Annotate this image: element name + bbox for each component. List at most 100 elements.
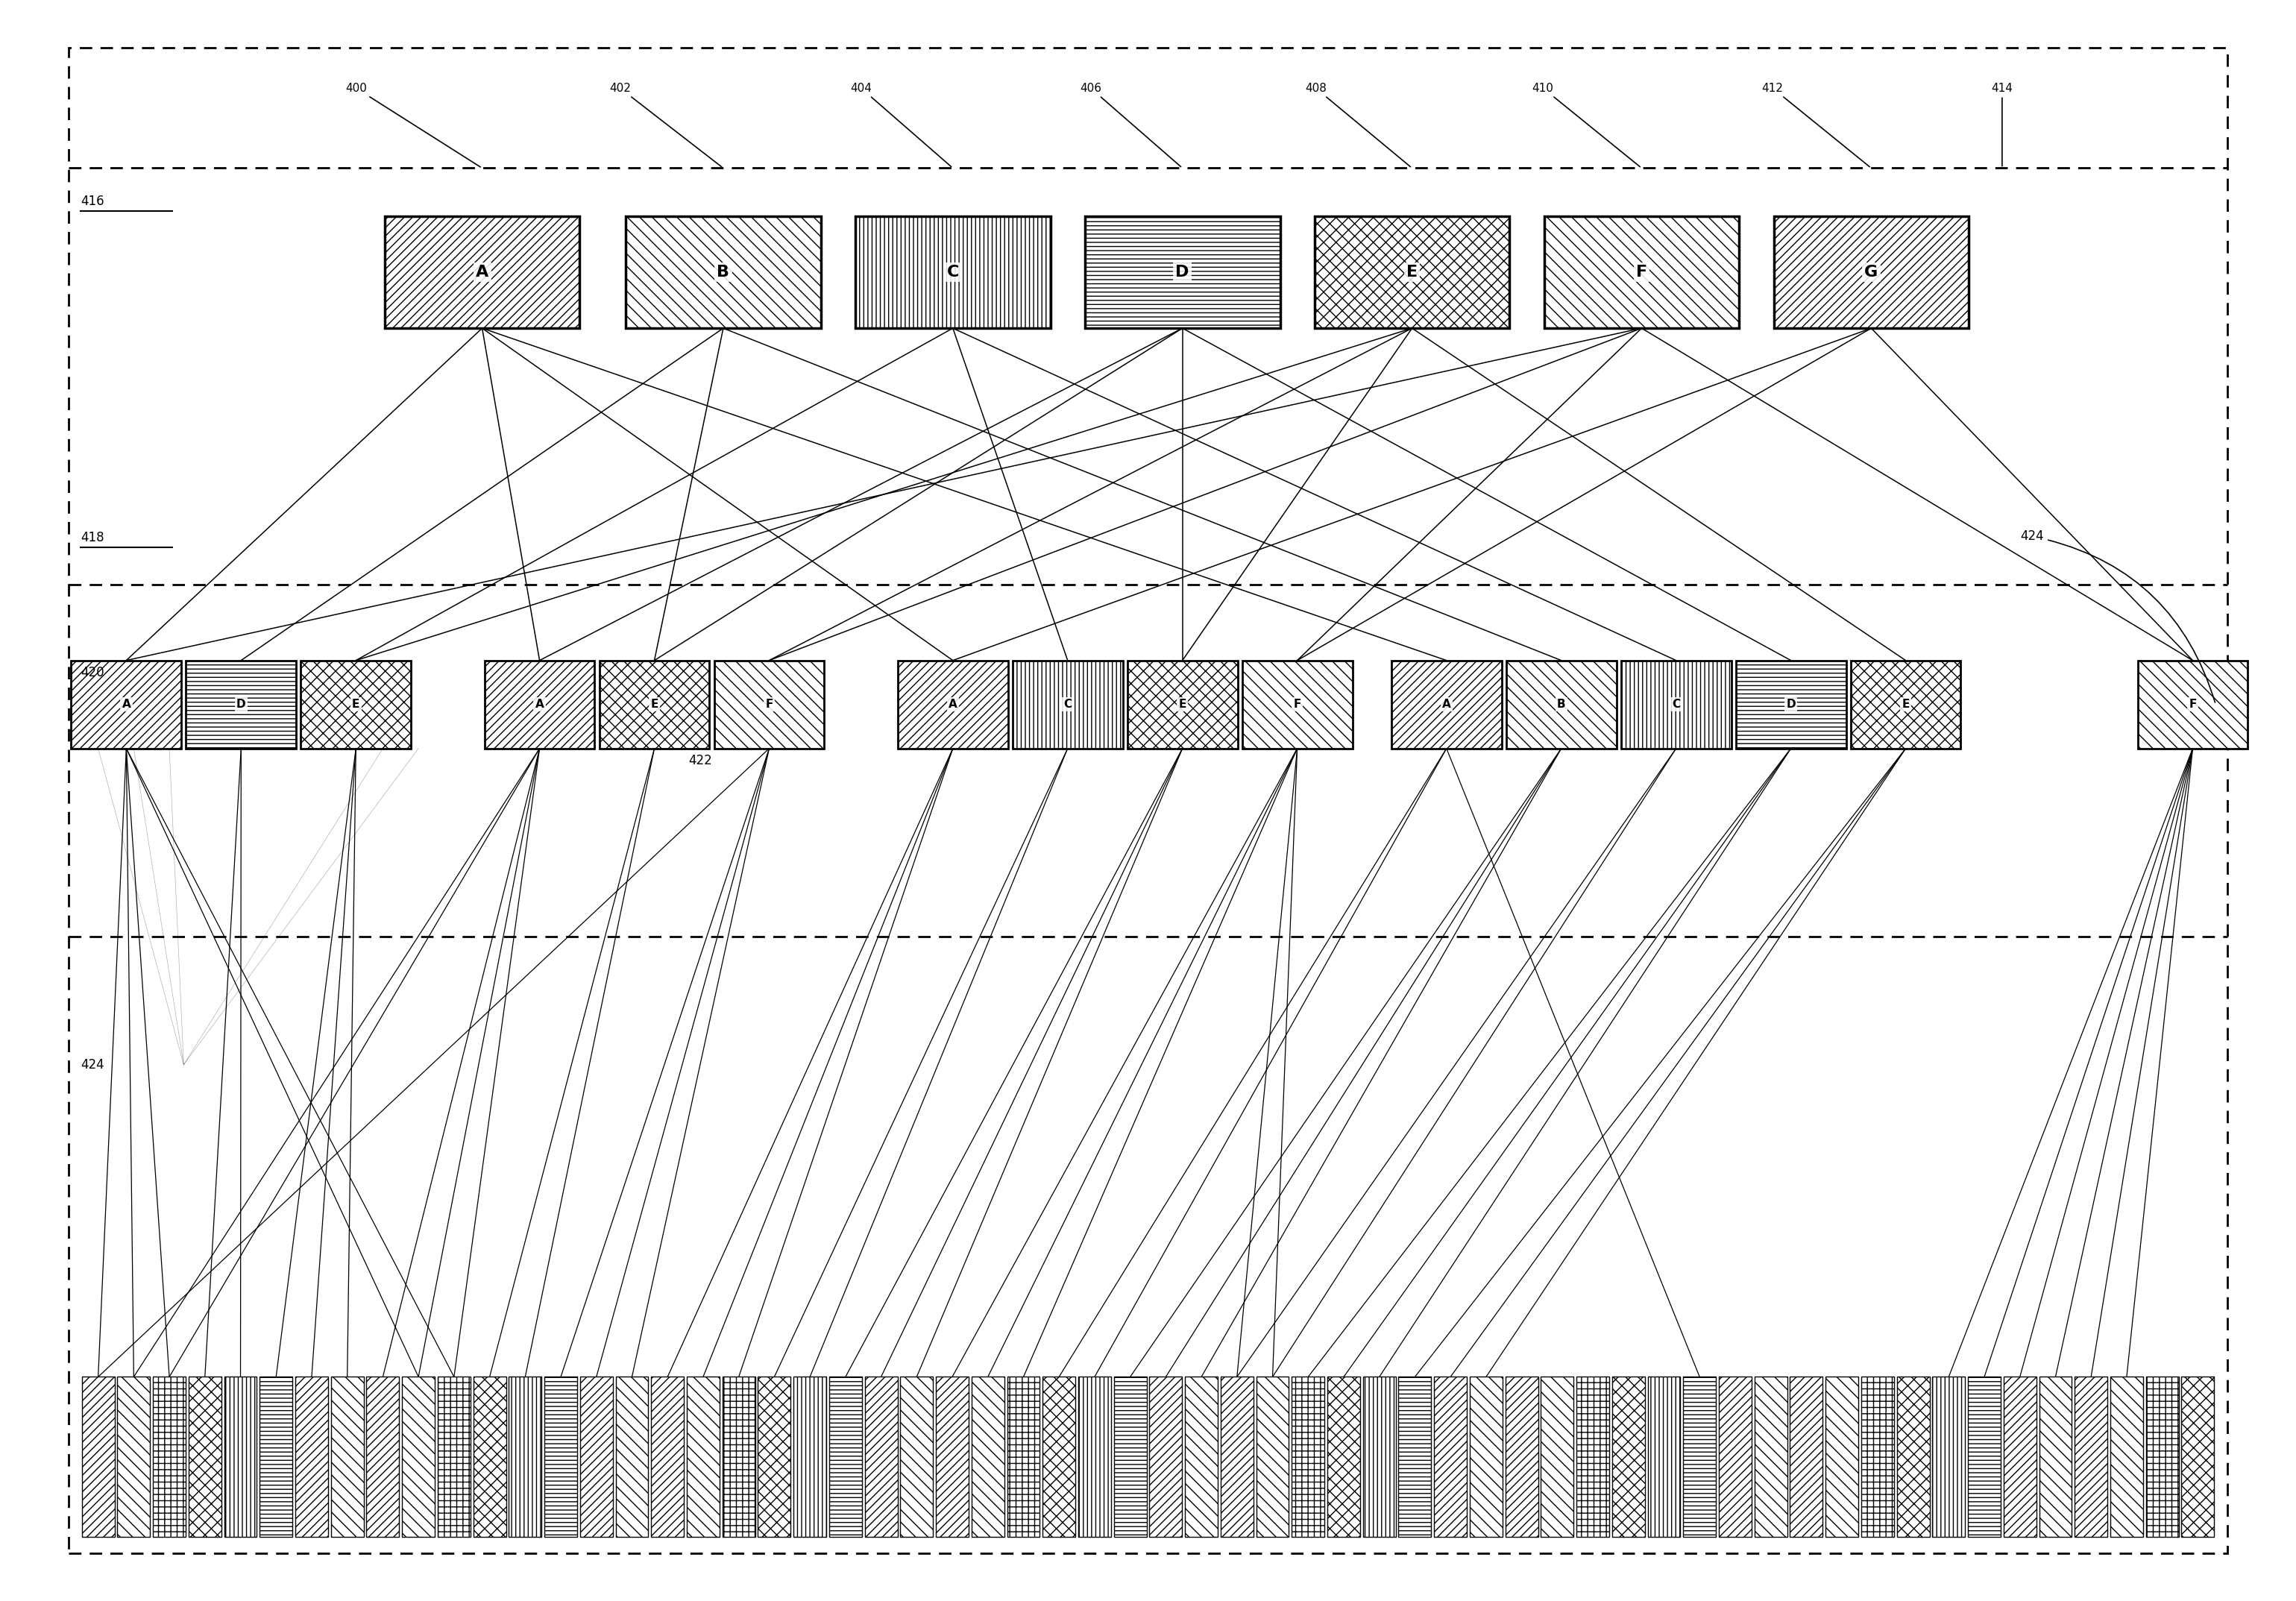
Text: 418: 418 — [80, 532, 103, 544]
Bar — [581, 1377, 613, 1537]
Text: E: E — [650, 700, 659, 709]
Text: 408: 408 — [1304, 83, 1410, 167]
Bar — [2147, 1377, 2179, 1537]
Bar — [1933, 1377, 1965, 1537]
Text: E: E — [351, 700, 360, 709]
Bar — [1543, 216, 1738, 328]
Bar — [1862, 1377, 1894, 1537]
Bar — [2039, 1377, 2071, 1537]
Bar — [1649, 1377, 1681, 1537]
Text: 416: 416 — [80, 195, 103, 208]
Bar — [510, 1377, 542, 1537]
Bar — [1242, 660, 1352, 749]
Text: C: C — [1671, 700, 1681, 709]
Text: F: F — [765, 700, 774, 709]
Bar — [2076, 1377, 2108, 1537]
Bar — [117, 1377, 149, 1537]
Text: E: E — [1901, 700, 1910, 709]
Bar — [652, 1377, 684, 1537]
Bar — [1720, 1377, 1752, 1537]
Bar — [296, 1377, 328, 1537]
Text: 414: 414 — [1991, 83, 2014, 167]
Bar — [1079, 1377, 1111, 1537]
Text: D: D — [1786, 700, 1795, 709]
Bar — [615, 1377, 647, 1537]
Bar — [439, 1377, 471, 1537]
Bar — [1364, 1377, 1396, 1537]
Text: G: G — [1864, 264, 1878, 280]
Text: 420: 420 — [80, 666, 103, 679]
Text: 404: 404 — [850, 83, 951, 167]
Bar — [1013, 660, 1123, 749]
Text: F: F — [1293, 700, 1302, 709]
Bar — [1042, 1377, 1075, 1537]
Bar — [2110, 1377, 2142, 1537]
Bar — [473, 1377, 505, 1537]
Bar — [1754, 1377, 1786, 1537]
Bar — [1391, 660, 1502, 749]
Text: F: F — [2188, 700, 2197, 709]
Bar — [714, 660, 824, 749]
Bar — [225, 1377, 257, 1537]
Bar — [971, 1377, 1003, 1537]
Bar — [1435, 1377, 1467, 1537]
Bar — [898, 660, 1008, 749]
Bar — [1221, 1377, 1254, 1537]
Text: 424: 424 — [2020, 530, 2216, 703]
Bar — [1293, 1377, 1325, 1537]
Bar — [1150, 1377, 1182, 1537]
Bar — [829, 1377, 861, 1537]
Bar — [1791, 1377, 1823, 1537]
Text: A: A — [1442, 700, 1451, 709]
Bar — [331, 1377, 363, 1537]
Bar — [1968, 1377, 2000, 1537]
Text: A: A — [475, 264, 489, 280]
Bar — [1683, 1377, 1715, 1537]
Text: 412: 412 — [1761, 83, 1869, 167]
Text: A: A — [948, 700, 957, 709]
Text: 422: 422 — [689, 754, 712, 767]
Bar — [301, 660, 411, 749]
Text: 424: 424 — [80, 1058, 103, 1071]
Bar — [794, 1377, 827, 1537]
Bar — [1469, 1377, 1502, 1537]
Bar — [1577, 1377, 1609, 1537]
Text: 410: 410 — [1531, 83, 1639, 167]
Bar — [1398, 1377, 1430, 1537]
Text: 400: 400 — [344, 83, 480, 167]
Bar — [1256, 1377, 1288, 1537]
Bar — [1506, 1377, 1538, 1537]
Text: A: A — [535, 700, 544, 709]
Bar — [625, 216, 822, 328]
Bar — [484, 660, 595, 749]
Bar — [866, 1377, 898, 1537]
Text: D: D — [1176, 264, 1189, 280]
Bar — [544, 1377, 576, 1537]
Bar — [186, 660, 296, 749]
Bar — [1127, 660, 1238, 749]
Bar — [154, 1377, 186, 1537]
Bar — [71, 660, 181, 749]
Bar — [2004, 1377, 2037, 1537]
Bar — [900, 1377, 932, 1537]
Bar — [1114, 1377, 1146, 1537]
Bar — [2138, 660, 2248, 749]
Text: C: C — [946, 264, 960, 280]
Bar — [259, 1377, 292, 1537]
Bar — [383, 216, 579, 328]
Text: E: E — [1407, 264, 1417, 280]
Text: 406: 406 — [1079, 83, 1180, 167]
Bar — [1825, 1377, 1857, 1537]
Bar — [402, 1377, 434, 1537]
Text: B: B — [716, 264, 730, 280]
Bar — [1851, 660, 1961, 749]
Bar — [367, 1377, 400, 1537]
Bar — [1541, 1377, 1573, 1537]
Bar — [1008, 1377, 1040, 1537]
Text: D: D — [236, 700, 246, 709]
Bar — [1327, 1377, 1359, 1537]
Bar — [188, 1377, 220, 1537]
Bar — [2181, 1377, 2213, 1537]
Bar — [1773, 216, 1968, 328]
Bar — [723, 1377, 755, 1537]
